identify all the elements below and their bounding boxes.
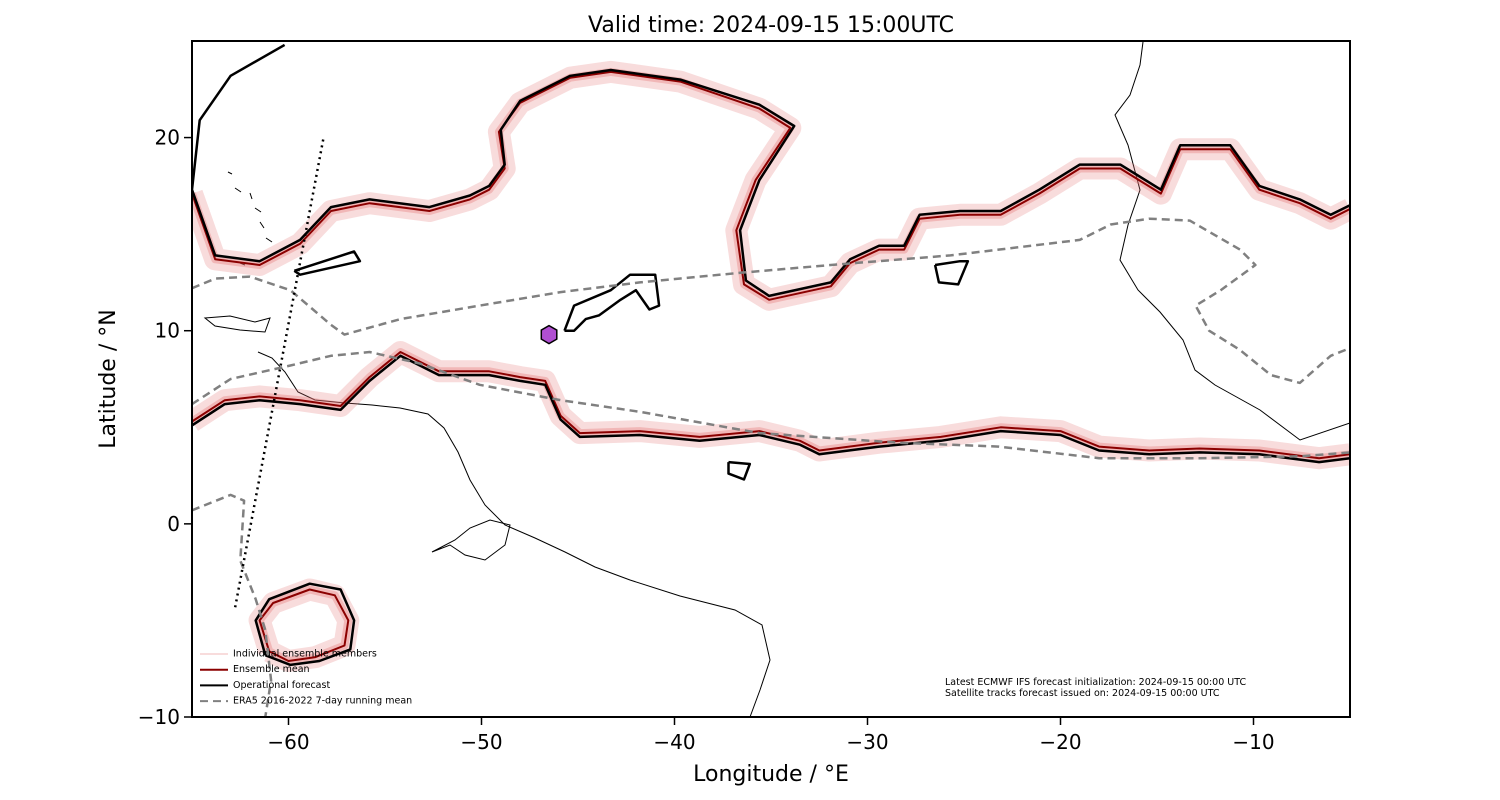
coastlines <box>203 41 1350 717</box>
contour-line <box>727 460 752 481</box>
contour-line <box>192 217 1350 385</box>
x-tick-label: −20 <box>1039 730 1081 754</box>
x-axis-label: Longitude / °E <box>693 762 849 787</box>
annotation: Satellite tracks forecast issued on: 202… <box>945 688 1220 699</box>
contour-line <box>192 43 1350 298</box>
contour-line <box>192 351 1350 460</box>
contour-line <box>563 273 661 332</box>
satellite-track <box>233 139 325 612</box>
y-tick-label: 20 <box>155 126 180 150</box>
coastline <box>1114 41 1350 441</box>
coastline <box>227 171 273 266</box>
contour-line <box>933 259 970 286</box>
x-tick-label: −40 <box>653 730 695 754</box>
x-tick-label: −30 <box>846 730 888 754</box>
y-tick-label: 0 <box>167 512 180 536</box>
chart-title: Valid time: 2024-09-15 15:00UTC <box>588 13 954 38</box>
plot-area <box>192 43 1350 717</box>
contour-line <box>192 493 273 717</box>
contour-line <box>192 354 1350 464</box>
legend-label: ERA5 2016-2022 7-day running mean <box>233 696 412 707</box>
y-tick-label: −10 <box>138 705 180 729</box>
contour-line <box>192 350 1350 460</box>
legend-label: Operational forecast <box>233 680 330 691</box>
legend-label: Individual ensemble members <box>233 649 377 660</box>
legend-label: Ensemble mean <box>233 664 310 675</box>
coastline <box>257 351 771 717</box>
contour-line <box>293 250 362 276</box>
x-tick-label: −50 <box>460 730 502 754</box>
x-tick-label: −10 <box>1232 730 1274 754</box>
axes-frame <box>191 40 1351 718</box>
y-tick-label: 10 <box>155 319 180 343</box>
coastline <box>203 315 271 333</box>
annotation: Latest ECMWF IFS forecast initialization… <box>945 677 1246 688</box>
x-tick-label: −60 <box>267 730 309 754</box>
contour-line <box>192 70 1350 301</box>
y-axis-label: Latitude / °N <box>96 309 121 448</box>
contour-line <box>258 588 350 662</box>
contour-line <box>254 582 356 667</box>
coastline <box>431 519 511 561</box>
storm-marker <box>540 324 558 345</box>
